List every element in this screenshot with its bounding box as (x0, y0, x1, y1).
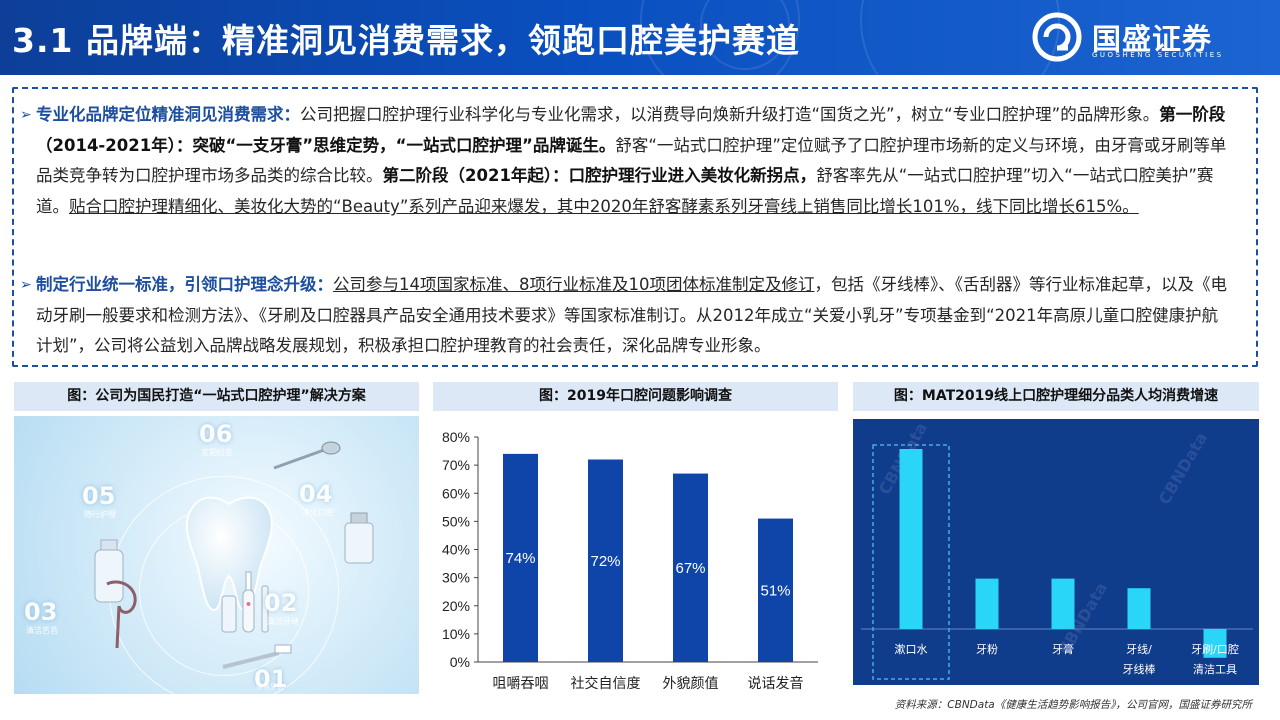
toothbrush-icon (222, 644, 292, 669)
stage-label: 净化口腔 (302, 508, 334, 517)
highlight-box (872, 444, 950, 680)
bar (1127, 588, 1151, 629)
stage-number: 03 (24, 598, 58, 626)
data-label: 72% (590, 553, 620, 570)
paragraph-text: 公司把握口腔护理行业科学化与专业化需求，以消费导向焕新升级打造“国货之光”，树立… (300, 105, 1160, 124)
bar (975, 578, 999, 629)
stage-label: 清洁牙缝 (267, 617, 299, 626)
bar (1051, 578, 1075, 629)
data-label: 74% (505, 550, 535, 567)
category-label: 牙膏 (1052, 642, 1074, 656)
y-tick-label: 80% (442, 429, 470, 445)
guosheng-logo-icon (1032, 12, 1082, 62)
brand-logo: 国盛证券 GUOSHENG SECURITIES (1032, 10, 1272, 66)
bar-chart-svg: 0% 10% 20% 30% 40% 50% 60% 70% 80% 74% 咀嚼吞咽 72% 社交自信… (442, 429, 818, 692)
category-label: 漱口水 (895, 643, 928, 656)
stage-one-heading: 第一阶段（2014-2021年）：突破“一支牙膏”思维定势，“一站式口腔护理”品… (36, 105, 1226, 155)
bar (588, 459, 623, 662)
category-label: 牙线棒 (1123, 662, 1156, 676)
paragraph-text: ，包括《牙线棒》、《舌刮器》等行业标准起草，以及《电动牙刷一般要求和检测方法》、… (36, 275, 1227, 356)
oral-care-solution-image: 06 定期检查 05 随行护理 04 净化口腔 03 清洁舌苔 02 清洁牙缝 … (14, 416, 419, 694)
y-tick-label: 50% (442, 513, 470, 529)
figure1-title: 图：公司为国民打造“一站式口腔护理”解决方案 (14, 382, 419, 411)
logo-text: 国盛证券 (1092, 22, 1213, 56)
category-label: 说话发音 (748, 675, 804, 692)
y-tick-label: 30% (442, 570, 470, 586)
stage-number: 04 (299, 480, 333, 508)
paragraph-brand-positioning: ➢ 专业化品牌定位精准洞见消费需求：公司把握口腔护理行业科学化与专业化需求，以消… (20, 100, 1232, 223)
category-label: 牙刷/口腔 (1191, 642, 1239, 656)
y-tick-label: 60% (442, 485, 470, 501)
bar (1203, 629, 1227, 658)
paragraph-lead: 制定行业统一标准，引领口护理念升级： (36, 275, 333, 294)
page-title: 3.1 品牌端：精准洞见消费需求，领跑口腔美护赛道 (12, 21, 800, 60)
logo-subtitle: GUOSHENG SECURITIES (1092, 51, 1224, 59)
paragraph-text: 舒客“一站式口腔护理”定位赋予了口腔护理市场新的定义与环境，由牙膏或牙刷等单品类… (36, 135, 1227, 186)
stage-number: 06 (199, 420, 233, 448)
category-growth-chart: CBNData CBNData CBNData 漱口水牙粉牙膏牙线/牙线棒牙刷/… (853, 419, 1259, 685)
category-label: 牙线/ (1126, 642, 1152, 656)
y-tick-label: 70% (442, 457, 470, 473)
mouthwash-bottle-icon (94, 539, 124, 603)
electric-toothbrush-icon (221, 571, 269, 633)
category-label: 清洁工具 (1193, 663, 1237, 676)
stage-label: 随行护理 (84, 510, 116, 519)
bar (899, 449, 923, 629)
paragraph-industry-standards: ➢ 制定行业统一标准，引领口护理念升级：公司参与14项国家标准、8项行业标准及1… (20, 270, 1232, 362)
bar (503, 453, 538, 662)
y-tick-label: 10% (442, 626, 470, 642)
y-tick-label: 40% (442, 542, 470, 558)
summary-text-box: ➢ 专业化品牌定位精准洞见消费需求：公司把握口腔护理行业科学化与专业化需求，以消… (12, 87, 1258, 367)
category-label: 社交自信度 (571, 675, 641, 692)
bullet-arrow-icon: ➢ (20, 277, 32, 293)
header-bar: 3.1 品牌端：精准洞见消费需求，领跑口腔美护赛道 国盛证券 GUOSHENG … (0, 0, 1280, 75)
stage-number: 01 (254, 665, 288, 693)
oral-problem-impact-chart: 0% 10% 20% 30% 40% 50% 60% 70% 80% 74% 咀嚼吞咽 72% 社交自信… (433, 416, 838, 706)
category-label: 咀嚼吞咽 (493, 676, 549, 692)
stage-two-heading: 第二阶段（2021年起）：口腔护理行业进入美妆化新拐点， (382, 166, 817, 186)
data-label: 67% (675, 560, 705, 577)
stage-number: 02 (264, 589, 298, 617)
underlined-text: 贴合口腔护理精细化、美妆化大势的“Beauty”系列产品迎来爆发，其中2020年… (69, 197, 1139, 217)
source-note: 资料来源：CBNData《健康生活趋势影响报告》，公司官网，国盛证券研究所 (894, 699, 1252, 711)
stage-number: 05 (82, 482, 116, 510)
stage-label: 清洁舌苔 (26, 626, 58, 635)
y-tick-label: 0% (450, 654, 470, 670)
data-label: 51% (760, 582, 790, 599)
stage-label: 清洁牙齿 (256, 683, 284, 691)
tongue-scraper-icon (106, 580, 137, 649)
spray-bottle-icon (344, 512, 374, 564)
category-label: 外貌颜值 (663, 676, 719, 692)
bar (758, 518, 793, 662)
figure3-title: 图：MAT2019线上口腔护理细分品类人均消费增速 (853, 382, 1259, 411)
bullet-arrow-icon: ➢ (20, 107, 32, 123)
figure2-title: 图：2019年口腔问题影响调查 (433, 382, 838, 411)
paragraph-lead: 专业化品牌定位精准洞见消费需求： (36, 105, 300, 124)
dental-mirror-icon (273, 441, 341, 470)
bar (673, 473, 708, 662)
paragraph-text: 舒客率先从“一站式口腔护理”切入“一站式口腔美护”赛道。 (36, 166, 1214, 217)
stage-label: 定期检查 (201, 448, 233, 457)
underlined-text: 公司参与14项国家标准、8项行业标准及10项团体标准制定及修订 (333, 275, 815, 294)
category-label: 牙粉 (976, 643, 998, 656)
y-tick-label: 20% (442, 598, 470, 614)
